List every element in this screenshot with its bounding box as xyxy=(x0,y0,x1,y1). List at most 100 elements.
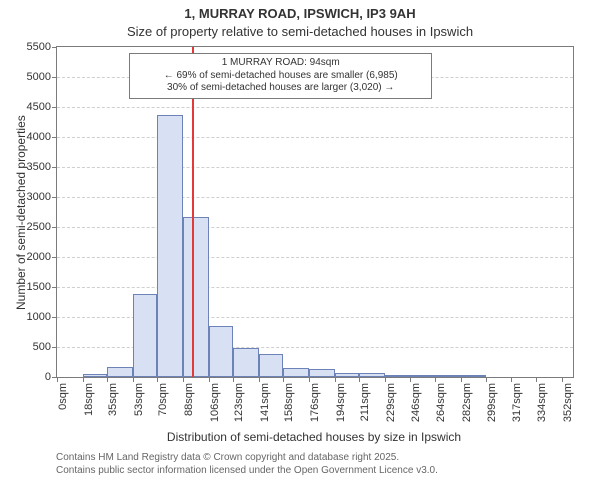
chart-title-line2: Size of property relative to semi-detach… xyxy=(0,24,600,39)
ytick-mark xyxy=(52,287,57,288)
y-axis-label: Number of semi-detached properties xyxy=(14,115,28,310)
xtick-label: 35sqm xyxy=(107,383,119,416)
xtick-mark xyxy=(133,377,134,382)
gridline-h xyxy=(57,257,573,258)
xtick-label: 229sqm xyxy=(385,383,397,422)
xtick-label: 106sqm xyxy=(209,383,221,422)
credit-line1: Contains HM Land Registry data © Crown c… xyxy=(56,452,438,465)
xtick-label: 70sqm xyxy=(157,383,169,416)
xtick-mark xyxy=(410,377,411,382)
ytick-label: 1000 xyxy=(27,311,51,323)
ytick-mark xyxy=(52,137,57,138)
xtick-mark xyxy=(259,377,260,382)
ytick-mark xyxy=(52,167,57,168)
annotation-line-3: 30% of semi-detached houses are larger (… xyxy=(136,82,425,95)
xtick-label: 88sqm xyxy=(183,383,195,416)
gridline-h xyxy=(57,137,573,138)
gridline-h xyxy=(57,287,573,288)
xtick-mark xyxy=(536,377,537,382)
ytick-label: 1500 xyxy=(27,281,51,293)
ytick-label: 5500 xyxy=(27,41,51,53)
xtick-mark xyxy=(183,377,184,382)
annotation-line-2: ← 69% of semi-detached houses are smalle… xyxy=(136,70,425,83)
xtick-mark xyxy=(157,377,158,382)
ytick-mark xyxy=(52,227,57,228)
xtick-mark xyxy=(435,377,436,382)
histogram-bar xyxy=(107,367,133,377)
histogram-bar xyxy=(157,115,183,377)
ytick-label: 3500 xyxy=(27,161,51,173)
ytick-mark xyxy=(52,77,57,78)
xtick-label: 176sqm xyxy=(309,383,321,422)
histogram-bar xyxy=(209,326,233,377)
histogram-bar xyxy=(359,373,385,377)
ytick-mark xyxy=(52,257,57,258)
ytick-mark xyxy=(52,107,57,108)
histogram-bar xyxy=(461,375,485,377)
ytick-mark xyxy=(52,197,57,198)
ytick-mark xyxy=(52,317,57,318)
xtick-mark xyxy=(83,377,84,382)
histogram-bar xyxy=(335,373,359,377)
ytick-label: 4500 xyxy=(27,101,51,113)
gridline-h xyxy=(57,197,573,198)
xtick-label: 194sqm xyxy=(335,383,347,422)
xtick-label: 317sqm xyxy=(511,383,523,422)
ytick-label: 500 xyxy=(33,341,51,353)
xtick-mark xyxy=(385,377,386,382)
credit-line2: Contains public sector information licen… xyxy=(56,465,438,478)
credit-text: Contains HM Land Registry data © Crown c… xyxy=(56,452,438,477)
xtick-label: 282sqm xyxy=(461,383,473,422)
xtick-mark xyxy=(511,377,512,382)
xtick-label: 264sqm xyxy=(435,383,447,422)
histogram-bar xyxy=(83,374,107,377)
annotation-line-1: 1 MURRAY ROAD: 94sqm xyxy=(136,57,425,70)
histogram-bar xyxy=(435,375,461,377)
xtick-label: 352sqm xyxy=(562,383,574,422)
ytick-label: 2000 xyxy=(27,251,51,263)
xtick-mark xyxy=(359,377,360,382)
ytick-label: 4000 xyxy=(27,131,51,143)
ytick-label: 0 xyxy=(45,371,51,383)
xtick-label: 141sqm xyxy=(259,383,271,422)
xtick-mark xyxy=(486,377,487,382)
annotation-box: 1 MURRAY ROAD: 94sqm← 69% of semi-detach… xyxy=(129,53,432,99)
xtick-label: 334sqm xyxy=(536,383,548,422)
xtick-mark xyxy=(57,377,58,382)
ytick-label: 5000 xyxy=(27,71,51,83)
xtick-mark xyxy=(107,377,108,382)
ytick-mark xyxy=(52,47,57,48)
xtick-label: 299sqm xyxy=(486,383,498,422)
gridline-h xyxy=(57,167,573,168)
xtick-mark xyxy=(233,377,234,382)
histogram-bar xyxy=(283,368,309,377)
gridline-h xyxy=(57,227,573,228)
xtick-mark xyxy=(209,377,210,382)
x-axis-label: Distribution of semi-detached houses by … xyxy=(56,430,572,444)
xtick-mark xyxy=(562,377,563,382)
histogram-bar xyxy=(133,294,157,377)
histogram-bar xyxy=(385,375,409,377)
histogram-bar xyxy=(183,217,209,377)
ytick-mark xyxy=(52,347,57,348)
xtick-label: 246sqm xyxy=(410,383,422,422)
ytick-label: 2500 xyxy=(27,221,51,233)
xtick-mark xyxy=(461,377,462,382)
gridline-h xyxy=(57,107,573,108)
xtick-mark xyxy=(283,377,284,382)
histogram-bar xyxy=(309,369,335,377)
xtick-label: 123sqm xyxy=(233,383,245,422)
xtick-label: 211sqm xyxy=(359,383,371,421)
xtick-label: 53sqm xyxy=(133,383,145,416)
histogram-bar xyxy=(410,375,436,377)
plot-area: 0500100015002000250030003500400045005000… xyxy=(56,46,574,378)
xtick-label: 0sqm xyxy=(57,383,69,410)
xtick-label: 18sqm xyxy=(83,383,95,416)
chart-title-line1: 1, MURRAY ROAD, IPSWICH, IP3 9AH xyxy=(0,6,600,21)
histogram-bar xyxy=(259,354,283,377)
histogram-bar xyxy=(233,348,259,377)
ytick-label: 3000 xyxy=(27,191,51,203)
xtick-mark xyxy=(335,377,336,382)
xtick-label: 158sqm xyxy=(283,383,295,422)
xtick-mark xyxy=(309,377,310,382)
